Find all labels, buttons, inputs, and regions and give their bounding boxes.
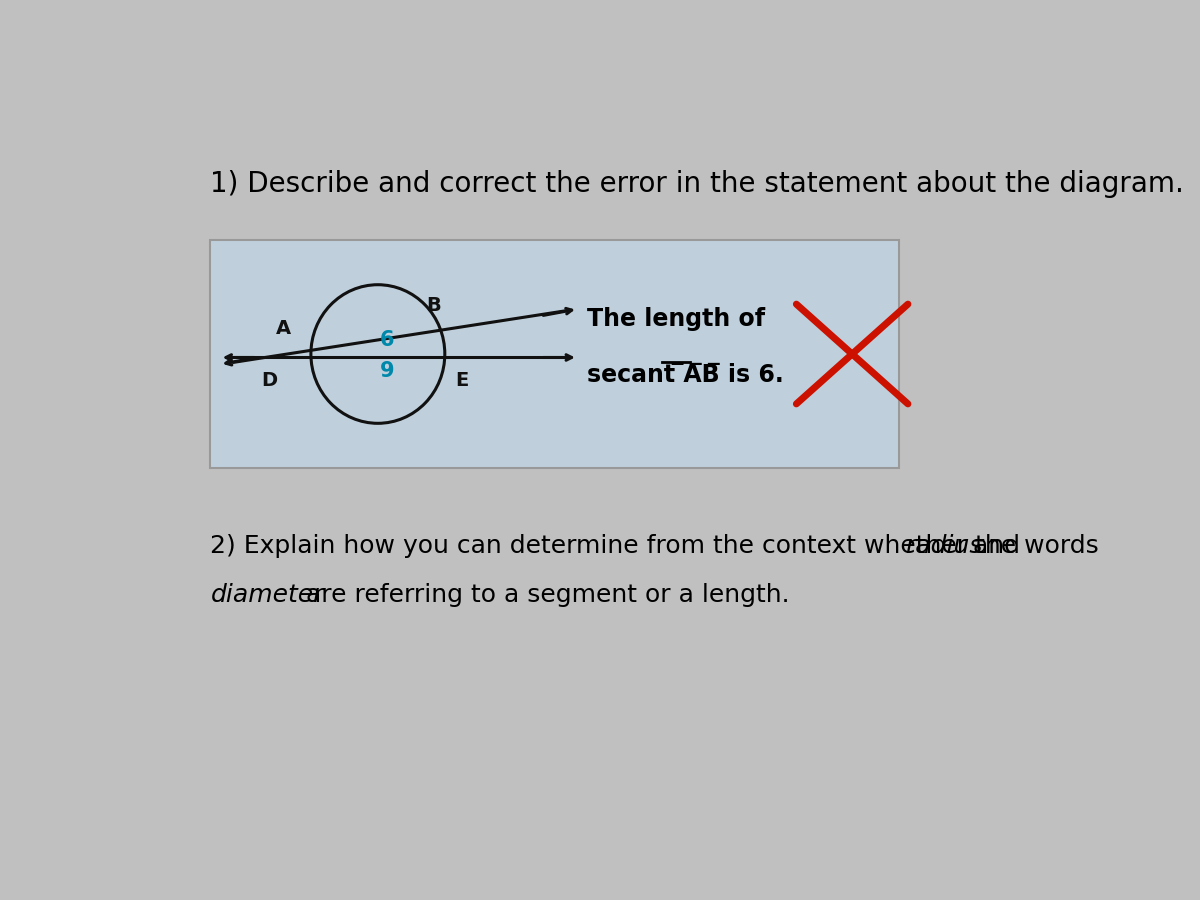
Text: E: E [455,372,468,391]
Text: D: D [260,372,277,391]
Text: A: A [276,319,290,338]
Text: 1) Describe and correct the error in the statement about the diagram.: 1) Describe and correct the error in the… [210,170,1184,198]
Text: 2) Explain how you can determine from the context whether the words: 2) Explain how you can determine from th… [210,535,1108,558]
Text: 6: 6 [380,330,395,350]
Text: diameter: diameter [210,582,324,607]
Text: secant ̅A̅B̅ is 6.: secant ̅A̅B̅ is 6. [587,363,784,387]
Bar [210,239,899,468]
Text: The length of: The length of [587,308,766,331]
Text: and: and [965,535,1020,558]
Text: are referring to a segment or a length.: are referring to a segment or a length. [299,582,790,607]
Text: 9: 9 [380,361,395,382]
Text: B: B [427,296,442,315]
Text: radius: radius [906,535,983,558]
